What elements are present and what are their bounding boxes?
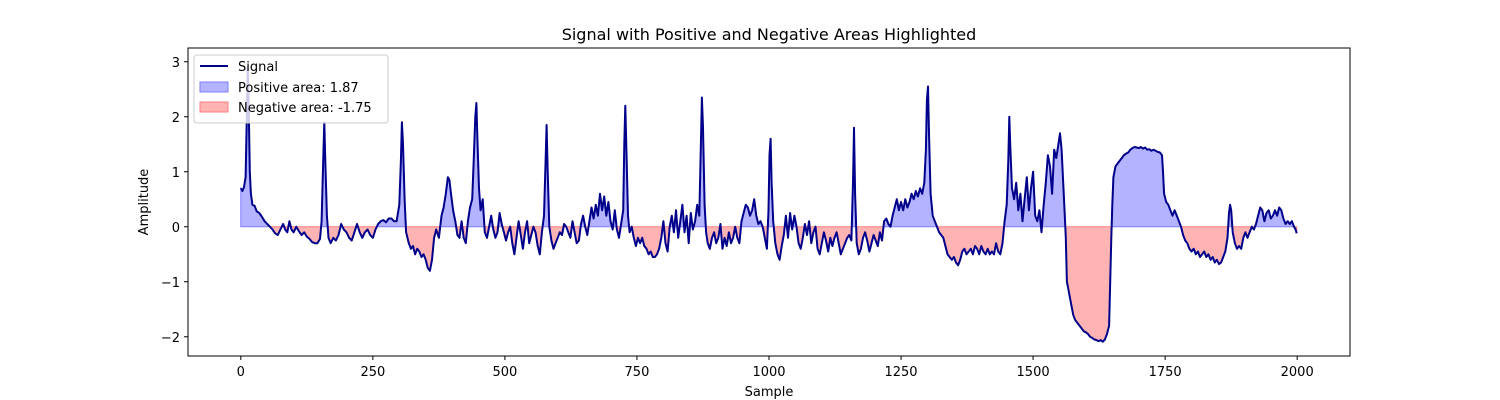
legend-swatch-positive [199,81,229,93]
x-axis: 0 250 500 750 1000 1250 1500 1750 2000 [237,356,1314,380]
y-tick-label: 1 [172,166,180,181]
x-tick-label: 250 [360,365,385,380]
x-tick-label: 750 [625,365,650,380]
x-tick-label: 1000 [752,365,785,380]
y-tick-label: 2 [172,111,180,126]
legend-label-negative: Negative area: -1.75 [238,101,372,116]
y-tick-label: −1 [161,276,180,291]
legend-swatch-negative [199,101,229,113]
y-axis-title: Amplitude [137,169,152,236]
legend: Signal Positive area: 1.87 Negative area: … [193,54,389,124]
y-tick-label: 3 [172,56,180,71]
x-tick-label: 500 [492,365,517,380]
x-tick-label: 0 [237,365,245,380]
legend-label-signal: Signal [238,60,278,75]
chart-title: Signal with Positive and Negative Areas … [562,25,977,44]
x-tick-label: 1250 [884,365,917,380]
y-tick-label: −2 [161,331,180,346]
x-tick-label: 1500 [1017,365,1050,380]
legend-label-positive: Positive area: 1.87 [238,81,359,96]
x-axis-title: Sample [745,385,794,400]
signal-line [239,66,1298,343]
y-tick-label: 0 [172,221,180,236]
x-tick-label: 2000 [1281,365,1314,380]
legend-box [193,54,389,124]
x-tick-label: 1750 [1149,365,1182,380]
y-axis: −2 −1 0 1 2 3 [161,56,188,346]
